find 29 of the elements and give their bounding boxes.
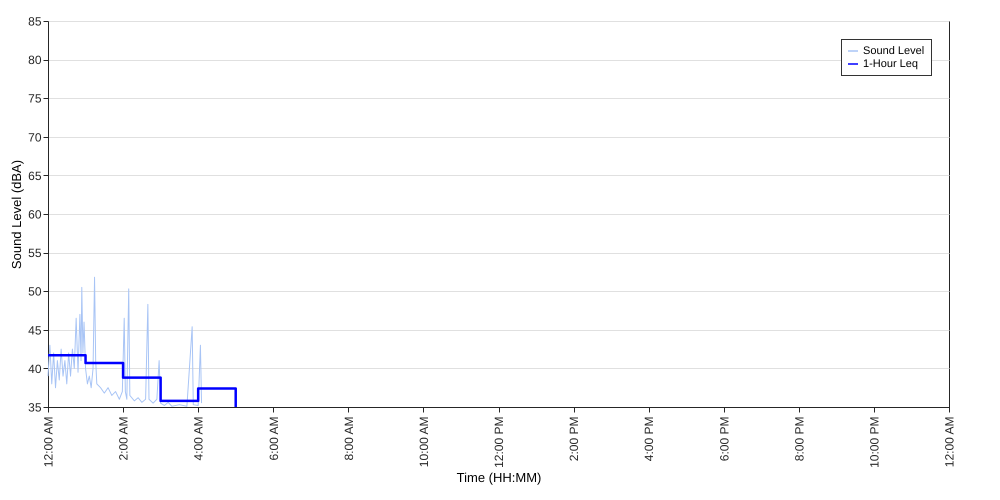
x-tick-label: 4:00 AM	[192, 416, 206, 461]
y-tick-label: 40	[28, 362, 42, 376]
x-tick-label: 8:00 PM	[792, 416, 806, 462]
y-tick-label: 50	[28, 284, 42, 299]
y-tick-label: 35	[28, 400, 42, 414]
x-tick-label: 12:00 AM	[42, 416, 56, 468]
x-tick-label: 2:00 AM	[116, 416, 131, 461]
y-tick-label: 70	[28, 130, 42, 144]
y-tick-label: 55	[28, 246, 42, 260]
x-tick-label: 4:00 PM	[642, 416, 656, 462]
x-tick-label: 12:00 AM	[942, 416, 956, 468]
legend-label: 1-Hour Leq	[863, 58, 918, 70]
x-tick-label: 8:00 AM	[342, 416, 356, 461]
x-tick-label: 12:00 PM	[492, 416, 506, 468]
y-tick-label: 75	[28, 92, 42, 106]
y-tick-label: 80	[28, 53, 42, 68]
line-series	[48, 276, 202, 407]
x-tick-label: 10:00 PM	[867, 416, 882, 468]
y-axis-title: Sound Level (dBA)	[9, 160, 24, 270]
x-tick-label: 2:00 PM	[567, 416, 582, 462]
y-tick-label: 45	[28, 323, 42, 338]
x-tick-label: 6:00 AM	[266, 416, 281, 461]
x-tick-label: 6:00 PM	[717, 416, 732, 462]
x-axis-title: Time (HH:MM)	[456, 470, 542, 485]
x-tick-label: 10:00 AM	[416, 416, 431, 468]
y-tick-label: 65	[28, 168, 42, 183]
y-tick-label: 60	[28, 208, 42, 222]
legend-label: Sound Level	[863, 45, 924, 57]
y-tick-label: 85	[28, 14, 42, 28]
